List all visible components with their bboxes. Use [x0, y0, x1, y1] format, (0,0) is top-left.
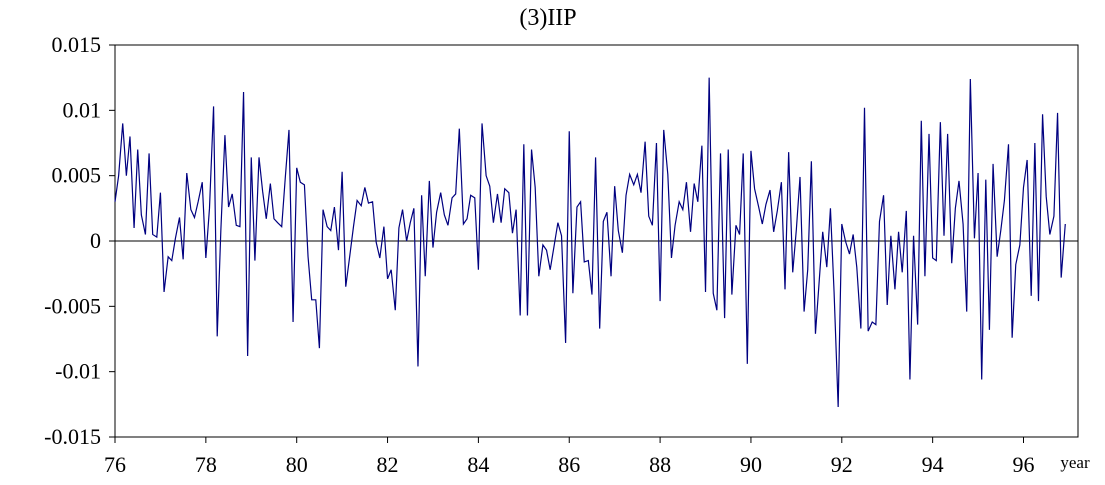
x-tick-label: 90 [740, 452, 762, 477]
x-tick-label: 78 [195, 452, 217, 477]
y-tick-label: -0.005 [44, 293, 101, 318]
y-tick-label: 0.005 [52, 163, 102, 188]
x-tick-label: 84 [467, 452, 489, 477]
chart-title: (3)IIP [519, 5, 576, 31]
y-tick-label: -0.015 [44, 424, 101, 449]
x-tick-label: 92 [831, 452, 853, 477]
x-tick-label: 76 [104, 452, 126, 477]
y-tick-label: 0.01 [63, 97, 102, 122]
y-tick-label: 0 [90, 228, 101, 253]
x-tick-label: 86 [558, 452, 580, 477]
y-tick-label: 0.015 [52, 32, 102, 57]
x-tick-label: 94 [922, 452, 944, 477]
x-tick-label: 82 [377, 452, 399, 477]
x-axis-label: year [1060, 453, 1090, 472]
x-tick-label: 96 [1012, 452, 1034, 477]
data-line [114, 77, 1066, 407]
x-tick-label: 80 [286, 452, 308, 477]
y-tick-label: -0.01 [55, 359, 101, 384]
x-tick-label: 88 [649, 452, 671, 477]
